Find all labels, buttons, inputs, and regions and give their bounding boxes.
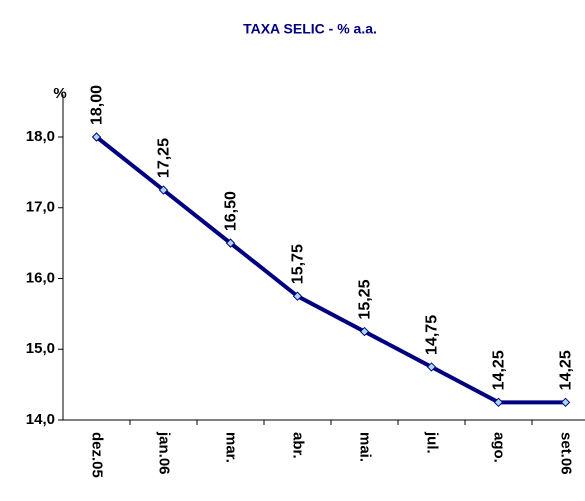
marker [158, 185, 169, 195]
marker [426, 362, 437, 372]
x-tick-label: set.06 [558, 432, 575, 475]
value-label: 14,25 [491, 350, 508, 390]
y-tick-label: 17,0 [26, 199, 55, 216]
x-tick-label: mar. [223, 432, 240, 463]
x-tick-label: jul. [424, 431, 441, 454]
marker [560, 397, 571, 408]
y-tick-label: 15,0 [26, 340, 55, 357]
y-axis-label: % [53, 85, 66, 102]
y-tick-label: 16,0 [26, 269, 55, 286]
x-tick-label: abr. [290, 432, 307, 459]
marker [225, 238, 236, 248]
x-tick-label: mai. [357, 432, 374, 462]
value-label: 15,75 [290, 244, 307, 284]
y-tick-label: 18,0 [26, 128, 55, 145]
value-label: 16,50 [223, 191, 240, 231]
chart-title: TAXA SELIC - % a.a. [243, 21, 377, 37]
x-tick-label: dez.05 [89, 432, 106, 478]
marker [292, 291, 303, 301]
value-label: 14,75 [424, 315, 441, 355]
value-label: 14,25 [558, 350, 575, 390]
marker [359, 326, 370, 337]
y-tick-label: 14,0 [26, 411, 55, 428]
value-label: 17,25 [156, 138, 173, 178]
marker [493, 397, 504, 408]
x-tick-label: jan.06 [156, 431, 173, 475]
marker [91, 132, 102, 142]
value-label: 15,25 [357, 279, 374, 319]
line [95, 135, 566, 405]
value-label: 18,00 [89, 85, 106, 125]
x-tick-label: ago. [491, 432, 508, 463]
